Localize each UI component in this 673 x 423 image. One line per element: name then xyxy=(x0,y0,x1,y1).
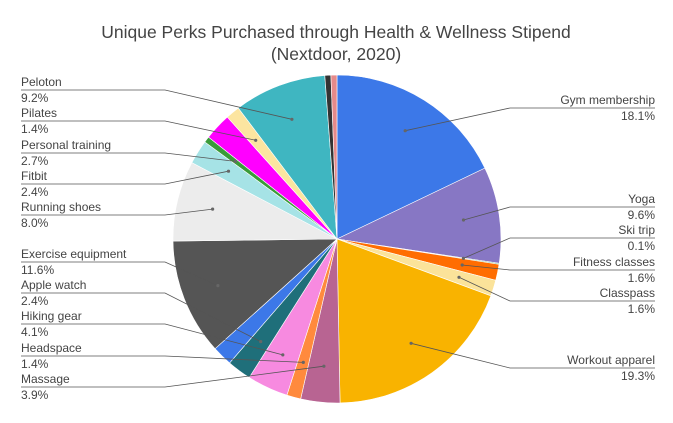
slice-percent-gym-membership: 18.1% xyxy=(621,109,655,123)
slice-label-pilates: Pilates xyxy=(21,106,57,120)
leader-line-apple-watch xyxy=(21,292,261,342)
leader-line-hiking-gear xyxy=(21,323,283,356)
slice-label-yoga: Yoga xyxy=(628,192,655,206)
slice-labels: Gym membership 18.1% Yoga 9.6%Ski trip 0.1% F… xyxy=(21,75,655,402)
slice-label-ski-trip: Ski trip xyxy=(618,223,655,237)
leader-dot-pilates xyxy=(254,138,258,142)
slice-label-peloton: Peloton xyxy=(21,75,62,89)
leader-line-gym-membership xyxy=(405,107,655,132)
slice-label-classpass: Classpass xyxy=(600,286,655,300)
leader-dot-yoga xyxy=(461,218,466,222)
slice-percent-fitbit: 2.4% xyxy=(21,185,49,199)
slice-label-gym-membership: Gym membership xyxy=(560,93,655,107)
leader-dot-hiking-gear xyxy=(281,353,285,357)
slice-label-personal-training: Personal training xyxy=(21,138,111,152)
leader-dot-personal-training xyxy=(233,159,237,163)
slice-label-fitness-classes: Fitness classes xyxy=(573,255,655,269)
slice-percent-peloton: 9.2% xyxy=(21,91,49,105)
pie-slices xyxy=(172,74,502,404)
leader-dot-fitbit xyxy=(226,169,231,173)
leader-line-massage xyxy=(21,365,324,388)
slice-label-workout-apparel: Workout apparel xyxy=(567,353,655,367)
leader-dot-apple-watch xyxy=(259,340,263,344)
pie-slice-gym-membership xyxy=(336,74,486,240)
slice-label-running-shoes: Running shoes xyxy=(21,200,101,214)
leader-dot-running-shoes xyxy=(211,207,215,211)
pie-slice-workout-apparel xyxy=(336,238,492,404)
leader-line-peloton xyxy=(21,89,292,120)
slice-percent-ski-trip: 0.1% xyxy=(628,239,656,253)
leader-line-workout-apparel xyxy=(411,342,655,369)
slice-percent-headspace: 1.4% xyxy=(21,357,49,371)
leader-dot-headspace xyxy=(301,360,305,364)
leader-line-exercise-equipment xyxy=(21,261,219,286)
pie-slice-other-pink xyxy=(330,74,338,240)
leader-line-classpass xyxy=(458,276,655,302)
leader-line-running-shoes xyxy=(21,208,213,216)
leader-dot-exercise-equipment xyxy=(216,284,220,288)
slice-percent-exercise-equipment: 11.6% xyxy=(21,263,54,277)
chart-title: Unique Perks Purchased through Health & … xyxy=(101,22,571,42)
leader-dot-gym-membership xyxy=(403,129,407,133)
pie-slice-yoga xyxy=(335,167,502,264)
chart-subtitle: (Nextdoor, 2020) xyxy=(271,44,401,64)
slice-percent-yoga: 9.6% xyxy=(628,208,656,222)
leader-lines xyxy=(21,89,655,388)
leader-line-headspace xyxy=(21,355,304,363)
slice-label-exercise-equipment: Exercise equipment xyxy=(21,247,127,261)
slice-label-apple-watch: Apple watch xyxy=(21,278,86,292)
slice-percent-fitness-classes: 1.6% xyxy=(628,271,656,285)
leader-dot-peloton xyxy=(290,117,294,121)
slice-percent-apple-watch: 2.4% xyxy=(21,294,49,308)
leader-dot-ski-trip xyxy=(461,256,465,260)
leader-dot-classpass xyxy=(457,275,461,279)
leader-line-fitbit xyxy=(21,170,229,185)
leader-line-personal-training xyxy=(21,152,236,162)
leader-dot-workout-apparel xyxy=(409,341,413,345)
slice-percent-workout-apparel: 19.3% xyxy=(621,369,655,383)
slice-label-headspace: Headspace xyxy=(21,341,82,355)
slice-percent-classpass: 1.6% xyxy=(628,302,656,316)
leader-dot-fitness-classes xyxy=(460,263,464,267)
leader-line-ski-trip xyxy=(463,237,655,259)
slice-percent-pilates: 1.4% xyxy=(21,122,49,136)
leader-line-yoga xyxy=(463,206,655,221)
slice-percent-massage: 3.9% xyxy=(21,388,49,402)
slice-percent-personal-training: 2.7% xyxy=(21,154,49,168)
slice-label-hiking-gear: Hiking gear xyxy=(21,309,82,323)
slice-label-massage: Massage xyxy=(21,372,70,386)
leader-dot-massage xyxy=(322,364,326,368)
pie-slice-exercise-equipment xyxy=(172,238,338,350)
slice-label-fitbit: Fitbit xyxy=(21,169,48,183)
slice-percent-hiking-gear: 4.1% xyxy=(21,325,49,339)
leader-line-fitness-classes xyxy=(462,264,655,271)
leader-line-pilates xyxy=(21,120,256,141)
slice-percent-running-shoes: 8.0% xyxy=(21,216,49,230)
